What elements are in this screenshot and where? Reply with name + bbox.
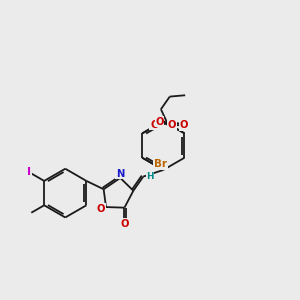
Text: O: O [168,120,176,130]
Text: O: O [120,219,129,229]
Text: Br: Br [154,159,167,169]
Text: O: O [155,117,164,127]
Text: I: I [27,167,31,177]
Text: N: N [116,169,124,179]
Text: O: O [150,120,158,130]
Text: H: H [146,172,154,181]
Text: O: O [96,204,105,214]
Text: O: O [180,120,188,130]
